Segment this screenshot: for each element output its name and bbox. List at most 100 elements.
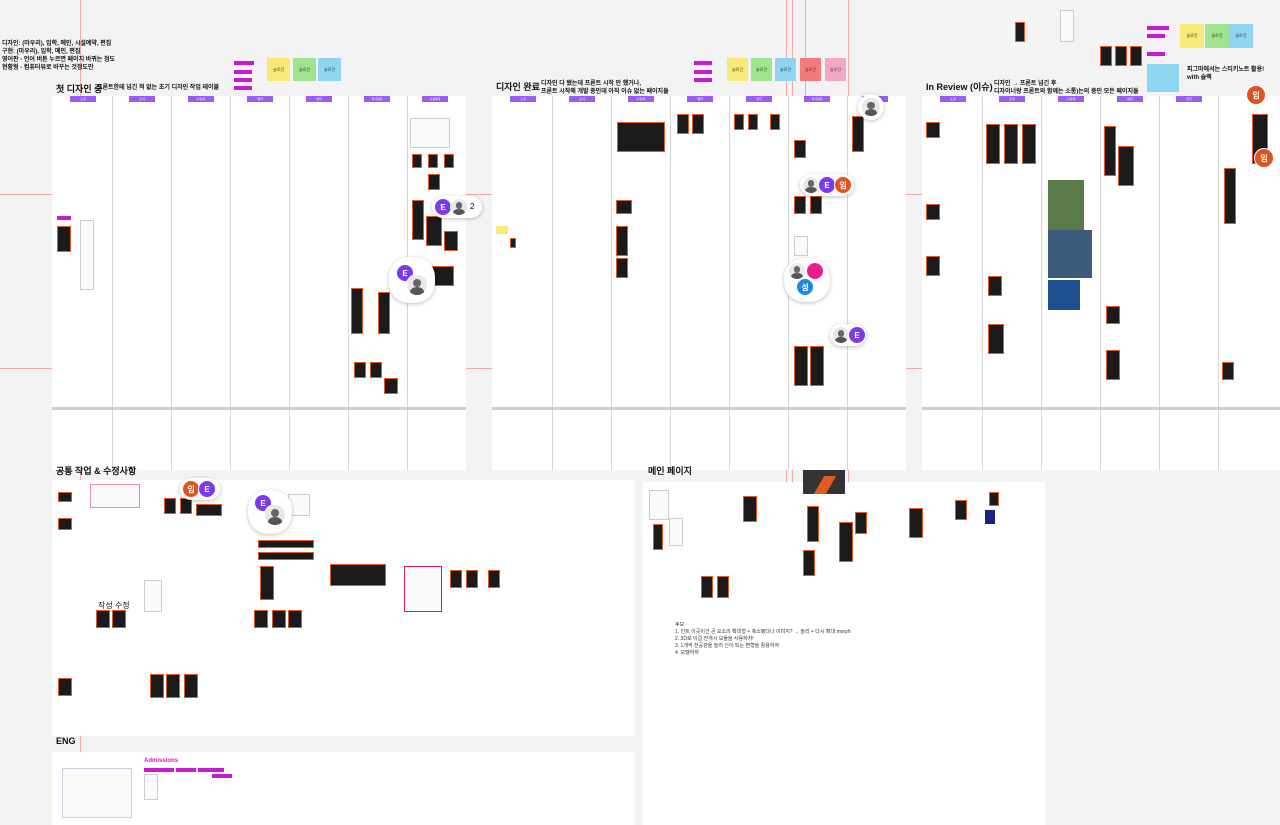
design-frame[interactable]	[988, 324, 1004, 354]
sticky-note[interactable]	[496, 226, 508, 234]
design-frame[interactable]	[616, 200, 632, 214]
eng-section[interactable]: Admissions	[52, 752, 635, 825]
avatar[interactable]	[806, 262, 824, 280]
design-frame[interactable]	[807, 506, 819, 542]
design-frame[interactable]	[410, 118, 450, 148]
design-done-section[interactable]: 소개 소식 수업/과 예약 입학 학사일정 시설예약	[492, 96, 906, 470]
design-frame[interactable]	[677, 114, 689, 134]
design-frame[interactable]	[1004, 124, 1018, 164]
design-frame[interactable]	[378, 292, 390, 334]
sticky-note[interactable]: 슬로건	[775, 58, 796, 81]
design-frame[interactable]	[955, 500, 967, 520]
design-frame[interactable]	[96, 610, 110, 628]
main-page-section[interactable]: 후보 1. 인트 이곳이건 큰 요소의 확대형 + 축소됐다나 이미지? → 놀…	[643, 470, 1045, 825]
design-frame[interactable]	[669, 518, 683, 546]
design-frame[interactable]	[58, 518, 72, 530]
design-frame[interactable]	[839, 522, 853, 562]
section-title[interactable]: In Review (이슈)	[926, 82, 993, 92]
design-frame[interactable]	[810, 196, 822, 214]
design-frame[interactable]	[258, 552, 314, 560]
avatar[interactable]	[861, 97, 881, 117]
design-frame[interactable]	[370, 362, 382, 378]
design-frame[interactable]	[616, 226, 628, 256]
design-frame[interactable]	[810, 346, 824, 386]
design-frame[interactable]	[988, 276, 1002, 296]
design-frame[interactable]	[692, 114, 704, 134]
design-frame[interactable]	[1222, 362, 1234, 380]
design-frame[interactable]	[184, 674, 198, 698]
section-title[interactable]: 첫 디자인 중	[56, 84, 103, 94]
avatar[interactable]: 임	[834, 176, 852, 194]
in-review-section[interactable]: 소개 소식 수업/과 예약 입학	[922, 96, 1280, 470]
design-frame[interactable]	[794, 196, 806, 214]
design-frame[interactable]	[803, 550, 815, 576]
design-frame[interactable]	[1106, 306, 1120, 324]
sticky-note[interactable]: 슬로건	[1229, 24, 1253, 48]
design-frame[interactable]	[444, 231, 458, 251]
design-frame[interactable]	[926, 204, 940, 220]
section-title[interactable]: ENG	[56, 736, 76, 746]
design-frame[interactable]	[444, 154, 454, 168]
avatar[interactable]: E	[434, 198, 452, 216]
design-frame[interactable]	[926, 122, 940, 138]
design-frame[interactable]	[649, 490, 669, 520]
map-image[interactable]	[1048, 280, 1080, 310]
design-frame[interactable]	[428, 174, 440, 190]
avatar[interactable]: E	[198, 480, 216, 498]
design-frame[interactable]	[180, 498, 192, 514]
design-frame[interactable]	[617, 122, 665, 152]
design-frame[interactable]	[272, 610, 286, 628]
design-frame[interactable]	[57, 226, 71, 252]
design-frame[interactable]	[58, 678, 72, 696]
design-frame[interactable]	[510, 238, 516, 248]
design-frame[interactable]	[1100, 46, 1112, 66]
design-frame[interactable]	[404, 566, 442, 612]
avatar[interactable]: E	[848, 326, 866, 344]
design-frame[interactable]	[62, 768, 132, 818]
avatar[interactable]	[264, 504, 286, 526]
design-frame[interactable]	[466, 570, 478, 588]
design-frame[interactable]	[196, 504, 222, 516]
design-frame[interactable]	[717, 576, 729, 598]
design-frame[interactable]	[794, 140, 806, 158]
avatar[interactable]: 임	[1254, 148, 1274, 168]
avatar[interactable]	[788, 262, 806, 280]
design-frame[interactable]	[926, 256, 940, 276]
design-frame[interactable]	[1115, 46, 1127, 66]
design-frame[interactable]	[288, 610, 302, 628]
section-title[interactable]: 공통 작업 & 수정사항	[56, 466, 137, 476]
sticky-note[interactable]: 슬로건	[727, 58, 748, 81]
design-frame[interactable]	[80, 220, 94, 290]
design-frame[interactable]	[144, 580, 162, 612]
design-frame[interactable]	[794, 346, 808, 386]
sticky-note[interactable]: 슬로건	[1180, 24, 1204, 48]
first-design-section[interactable]: 소개 소식 수업/과 예약 입학 학사일정 시설예약	[52, 96, 466, 470]
design-frame[interactable]	[653, 524, 663, 550]
design-frame[interactable]	[1106, 350, 1120, 380]
map-image[interactable]	[1048, 230, 1092, 278]
collab-section[interactable]: 작성 수정	[52, 480, 635, 736]
design-frame[interactable]	[1015, 22, 1025, 42]
section-title[interactable]: 디자인 완료	[496, 82, 540, 92]
design-frame[interactable]	[1224, 168, 1236, 224]
design-frame[interactable]	[164, 498, 176, 514]
design-frame[interactable]	[989, 492, 999, 506]
design-frame[interactable]	[701, 576, 713, 598]
design-frame[interactable]	[986, 124, 1000, 164]
avatar[interactable]: 임	[1246, 85, 1266, 105]
avatar[interactable]	[802, 176, 820, 194]
sticky-note[interactable]: 슬로건	[1205, 24, 1229, 48]
design-frame[interactable]	[428, 154, 438, 168]
design-frame[interactable]	[260, 566, 274, 600]
map-image[interactable]	[1048, 180, 1084, 230]
design-frame[interactable]	[734, 114, 744, 130]
sticky-note[interactable]: 슬로건	[751, 58, 772, 81]
sticky-note[interactable]: 슬로건	[293, 58, 316, 81]
sticky-note[interactable]: 슬로건	[267, 58, 290, 81]
design-frame[interactable]	[330, 564, 386, 586]
design-frame[interactable]	[426, 216, 442, 246]
design-frame[interactable]	[748, 114, 758, 130]
avatar[interactable]: 임	[182, 480, 200, 498]
sticky-note[interactable]: 슬로건	[800, 58, 821, 81]
avatar[interactable]	[450, 198, 468, 216]
